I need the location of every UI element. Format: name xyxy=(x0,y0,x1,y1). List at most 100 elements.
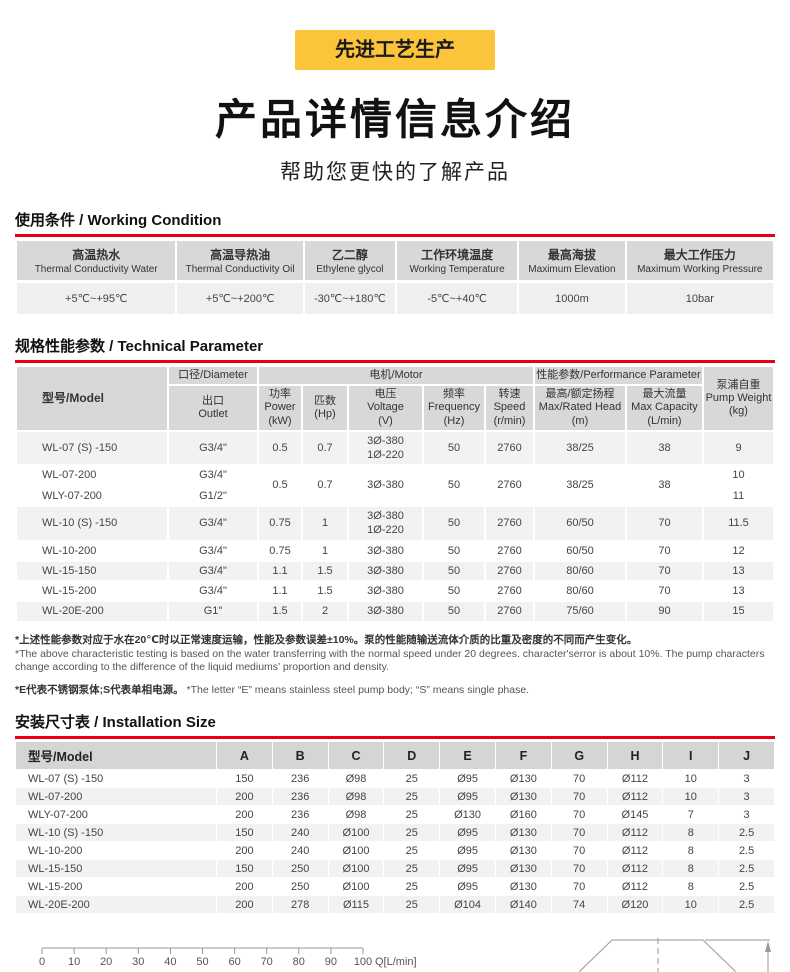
column-header-diameter: 口径/Diameter xyxy=(169,367,257,385)
header-en: Thermal Conductivity Oil xyxy=(185,264,295,275)
table-row: WL-20E-200 200 278 Ø115 25 Ø104 Ø140 74 Ø120 10 2.… xyxy=(16,896,774,914)
value-cell: Ø120 xyxy=(607,896,663,914)
x-tick-label: 90 xyxy=(325,956,337,968)
value-cell: 80/60 xyxy=(535,561,625,581)
table-row: WL-07 (S) -150 G3/4" 0.5 0.7 3Ø-380 1Ø-220 50… xyxy=(17,431,773,465)
footnotes: *上述性能参数对应于水在20℃时以正常速度运输，性能及参数误差±10%。泵的性能… xyxy=(15,634,775,698)
value-cell: Ø130 xyxy=(495,878,551,896)
model-cell: WL-07-200 xyxy=(16,788,216,806)
value-cell: 8 xyxy=(663,860,719,878)
value-cell: 2760 xyxy=(486,431,533,465)
installation-size-table: 型号/Model A B C D E F G H I J WL-07 (S) -… xyxy=(15,741,775,914)
value-cell: 200 xyxy=(217,896,272,914)
page-title: 产品详情信息介绍 xyxy=(214,96,575,143)
x-axis-label: Q[L/min] xyxy=(375,956,417,968)
column-header-speed: 转速 Speed (r/min) xyxy=(486,386,533,430)
value-cell: 60/50 xyxy=(535,541,625,560)
value-cell: 13 xyxy=(704,582,773,601)
value-cell: 15 xyxy=(704,602,773,621)
value-cell: 70 xyxy=(627,541,702,560)
column-header-capacity: 最大流量 Max Capacity (L/min) xyxy=(627,386,702,430)
value-cell: 13 xyxy=(704,561,773,581)
column-header-motor: 电机/Motor xyxy=(259,367,533,385)
value-cell: 1 xyxy=(303,541,347,560)
red-divider xyxy=(15,736,775,740)
value-cell: 8 xyxy=(663,824,719,842)
value-cell: Ø130 xyxy=(440,806,495,824)
value-cell: 38/25 xyxy=(535,431,625,465)
value-cell: G3/4" xyxy=(169,561,257,581)
working-condition-section: 使用条件 / Working Condition 高温热水 Thermal Con… xyxy=(15,209,775,317)
page-subtitle: 帮助您更快的了解产品 xyxy=(280,161,510,184)
value-cell: 25 xyxy=(384,896,440,914)
value-cell: G3/4" xyxy=(169,431,257,465)
value-cell: 2760 xyxy=(486,582,533,601)
value-cell: Ø100 xyxy=(328,878,384,896)
value-cell: Ø95 xyxy=(440,824,495,842)
x-tick-label: 60 xyxy=(228,956,240,968)
footnote-1-en: *The above characteristic testing is bas… xyxy=(15,647,765,674)
value-cell: Ø100 xyxy=(328,824,384,842)
value-cell: 12 xyxy=(704,541,773,560)
value-cell: 0.5 xyxy=(259,466,301,505)
value-cell: 70 xyxy=(551,806,607,824)
value-cell: Ø100 xyxy=(328,860,384,878)
value-cell: 10bar xyxy=(626,283,773,314)
value-cell: 3 xyxy=(719,770,774,788)
value-cell: 70 xyxy=(627,561,702,581)
value-cell: Ø130 xyxy=(495,770,551,788)
value-cell: 38/25 xyxy=(535,466,625,505)
value-cell: 50 xyxy=(424,541,484,560)
value-cell: 250 xyxy=(272,860,328,878)
value-cell: Ø112 xyxy=(607,788,663,806)
header-cn: 最大工作压力 xyxy=(663,248,736,262)
value-cell: 2.5 xyxy=(719,824,774,842)
value-cell: 1000m xyxy=(519,283,625,314)
model-cell: WLY-07-200 xyxy=(16,806,216,824)
value-cell: G3/4" xyxy=(169,541,257,560)
value-cell: 0.7 xyxy=(303,431,347,465)
column-header: 工作环境温度 Working Temperature xyxy=(396,241,518,280)
header-en: Maximum Elevation xyxy=(528,264,616,275)
table-row: WL-10-200 G3/4" 0.75 1 3Ø-380 50 2760 60/50 70 12 xyxy=(17,541,773,560)
column-header: H xyxy=(607,742,663,770)
column-header: 型号/Model xyxy=(16,742,216,770)
table-row: WL-10 (S) -150 150 240 Ø100 25 Ø95 Ø130 70 Ø112 8… xyxy=(16,824,774,842)
value-cell: Ø104 xyxy=(440,896,495,914)
value-cell: 2.5 xyxy=(719,896,774,914)
value-cell: 7 xyxy=(663,806,719,824)
value-cell: Ø95 xyxy=(440,860,495,878)
column-header: 最大工作压力 Maximum Working Pressure xyxy=(626,241,773,280)
header-en: Working Temperature xyxy=(409,264,505,275)
model-cell: WL-10-200 xyxy=(17,541,167,560)
model-cell: WL-10 (S) -150 xyxy=(16,824,216,842)
table-row: WL-07 (S) -150 150 236 Ø98 25 Ø95 Ø130 70 Ø112 10… xyxy=(16,770,774,788)
table-header-row: 型号/Model 口径/Diameter 电机/Motor 性能参数/Perfo… xyxy=(17,367,773,430)
footnote-1: *上述性能参数对应于水在20℃时以正常速度运输，性能及参数误差±10%。泵的性能… xyxy=(15,634,775,676)
value-cell: 1.5 xyxy=(303,561,347,581)
value-cell: 70 xyxy=(627,506,702,540)
x-tick-label: 40 xyxy=(164,956,176,968)
table-row: WL-15-150 150 250 Ø100 25 Ø95 Ø130 70 Ø112 8 2.5 xyxy=(16,860,774,878)
value-cell: 25 xyxy=(384,806,440,824)
column-header: G xyxy=(551,742,607,770)
value-cell: -30℃~+180℃ xyxy=(304,283,395,314)
model-cell: WL-15-200 xyxy=(17,582,167,601)
column-header: E xyxy=(440,742,495,770)
column-header: D xyxy=(384,742,440,770)
x-tick-label: 0 xyxy=(39,956,45,968)
value-cell: 240 xyxy=(272,824,328,842)
value-cell: G3/4" xyxy=(169,582,257,601)
value-cell: 0.7 xyxy=(303,466,347,505)
value-cell: 60/50 xyxy=(535,506,625,540)
column-header: C xyxy=(328,742,384,770)
header-cn: 高温热水 xyxy=(72,248,121,262)
value-cell: 2760 xyxy=(486,506,533,540)
model-cell: WL-20E-200 xyxy=(16,896,216,914)
red-divider xyxy=(15,360,775,363)
value-cell: 3Ø-380 xyxy=(349,466,422,505)
model-cell: WLY-07-200 xyxy=(17,486,167,505)
x-tick-label: 100 xyxy=(354,956,372,968)
pump-dimension-drawing: G xyxy=(579,938,771,972)
